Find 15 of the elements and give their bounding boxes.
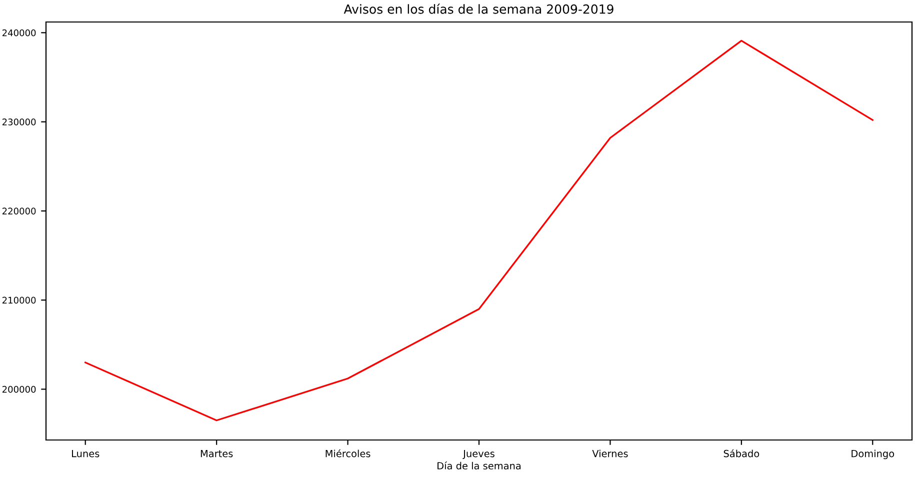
chart-title: Avisos en los días de la semana 2009-2019 <box>344 4 614 14</box>
line-series <box>84 40 874 422</box>
x-tick-label: Martes <box>200 450 233 458</box>
y-tick-label: 210000 <box>2 296 36 304</box>
x-tick-label: Lunes <box>72 450 100 458</box>
y-tick-label: 220000 <box>2 208 36 215</box>
y-tick-label: 230000 <box>2 118 36 126</box>
x-tick-label: Miércoles <box>326 449 370 458</box>
x-tick-label: Jueves <box>462 450 494 460</box>
y-tick-label: 200000 <box>2 386 36 393</box>
x-tick-label: Sábado <box>724 449 760 458</box>
x-axis-title: Día de la semana <box>438 462 521 470</box>
x-tick-label: Domingo <box>852 450 894 460</box>
x-tick-label: Viernes <box>592 450 628 458</box>
y-tick-label: 240000 <box>2 29 36 36</box>
